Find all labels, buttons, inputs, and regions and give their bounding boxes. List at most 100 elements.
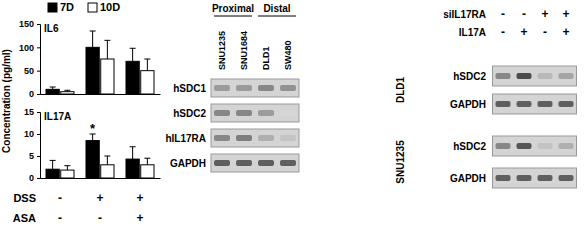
band (214, 85, 230, 91)
sign: + (96, 191, 103, 205)
tick-label: 10 (24, 129, 34, 139)
axis-title: Concentration (pg/ml) (1, 49, 12, 153)
block-label: SNU1235 (395, 140, 406, 184)
tick: 5 (29, 151, 40, 161)
band (517, 143, 532, 149)
sign: - (522, 7, 526, 21)
band (214, 110, 230, 116)
gel-background (211, 129, 299, 147)
error-cap (130, 146, 136, 147)
error-bar (130, 147, 136, 159)
tick: 150 (19, 19, 40, 29)
y-axis: 051015 (24, 107, 41, 183)
sign: + (562, 7, 569, 21)
bar (141, 165, 154, 178)
lane-label: SNU1235 (217, 31, 227, 70)
legend-swatch (48, 3, 57, 12)
error-cap (50, 160, 56, 161)
header-line (258, 16, 296, 17)
sign: + (541, 7, 548, 21)
band (517, 101, 532, 107)
band (214, 135, 230, 141)
plot-marks (46, 31, 154, 94)
error-bar (144, 59, 150, 71)
sign: + (136, 191, 143, 205)
bar-chart: 051015IL17A* (24, 107, 161, 183)
band (236, 110, 252, 116)
error-cap (50, 87, 56, 88)
sign: + (562, 25, 569, 39)
legend-label: 10D (100, 1, 120, 13)
band (559, 101, 574, 107)
band (280, 85, 296, 91)
tick-mark (37, 156, 40, 157)
header: Proximal (212, 3, 254, 14)
error-cap (104, 156, 110, 157)
axis-line (41, 178, 161, 179)
band (538, 143, 553, 149)
row-label: hSDC2 (453, 71, 486, 82)
band (559, 175, 574, 181)
gel-background (211, 79, 299, 97)
error-cap (90, 31, 96, 32)
header: Distal (263, 3, 290, 14)
band (538, 175, 553, 181)
band (214, 160, 230, 166)
sign: - (58, 191, 62, 205)
legend-label: 7D (60, 1, 74, 13)
band (517, 73, 532, 79)
band (258, 135, 274, 141)
band (496, 73, 511, 79)
band (258, 110, 274, 116)
tick: 0 (29, 173, 40, 183)
error-line (92, 31, 93, 47)
error-bar (144, 158, 150, 165)
lane-label: DLD1 (261, 46, 271, 70)
condition-table: DSS-++ASA--+ (13, 191, 144, 225)
tick: 0 (29, 89, 40, 99)
band (496, 175, 511, 181)
row-label: siIL17RA (443, 9, 486, 20)
sign: + (520, 25, 527, 39)
bar (126, 61, 139, 94)
bar-chart: 050100150IL6Concentration (pg/ml)7D10D (1, 1, 161, 153)
bar (126, 159, 139, 178)
gel-background (493, 66, 577, 86)
row-label: hSDC1 (173, 83, 206, 94)
gel-background (211, 154, 299, 172)
error-bar (104, 40, 110, 59)
band (280, 135, 296, 141)
error-line (52, 160, 53, 169)
band (236, 160, 252, 166)
legend: 7D 10D (48, 1, 120, 13)
row-label: GAPDH (450, 99, 486, 110)
band (258, 160, 274, 166)
header-line (214, 16, 252, 17)
band (236, 85, 252, 91)
error-cap (130, 48, 136, 49)
tick-label: 50 (24, 66, 34, 76)
error-bar (90, 31, 96, 47)
sign: - (501, 7, 505, 21)
sign: - (543, 25, 547, 39)
y-axis: 050100150 (19, 19, 41, 99)
gel-background (493, 168, 577, 188)
row-label: GAPDH (450, 173, 486, 184)
row-label: DSS (13, 192, 36, 204)
error-line (147, 158, 148, 165)
row-label: GAPDH (170, 158, 206, 169)
figure: 050100150IL6Concentration (pg/ml)7D10D05… (0, 0, 584, 233)
band (538, 73, 553, 79)
error-cap (64, 165, 70, 166)
gel-panel: ProximalDistalSNU1235SNU1684DLD1SW480hSD… (165, 3, 299, 172)
bar (101, 165, 114, 178)
band (280, 160, 296, 166)
tick: 50 (24, 66, 40, 76)
error-cap (64, 90, 70, 91)
chart-title: IL17A (44, 111, 71, 122)
band (258, 85, 274, 91)
lane-label: SNU1684 (239, 31, 249, 70)
gel-background (493, 136, 577, 156)
axis-line (37, 25, 41, 95)
sign: - (98, 211, 102, 225)
